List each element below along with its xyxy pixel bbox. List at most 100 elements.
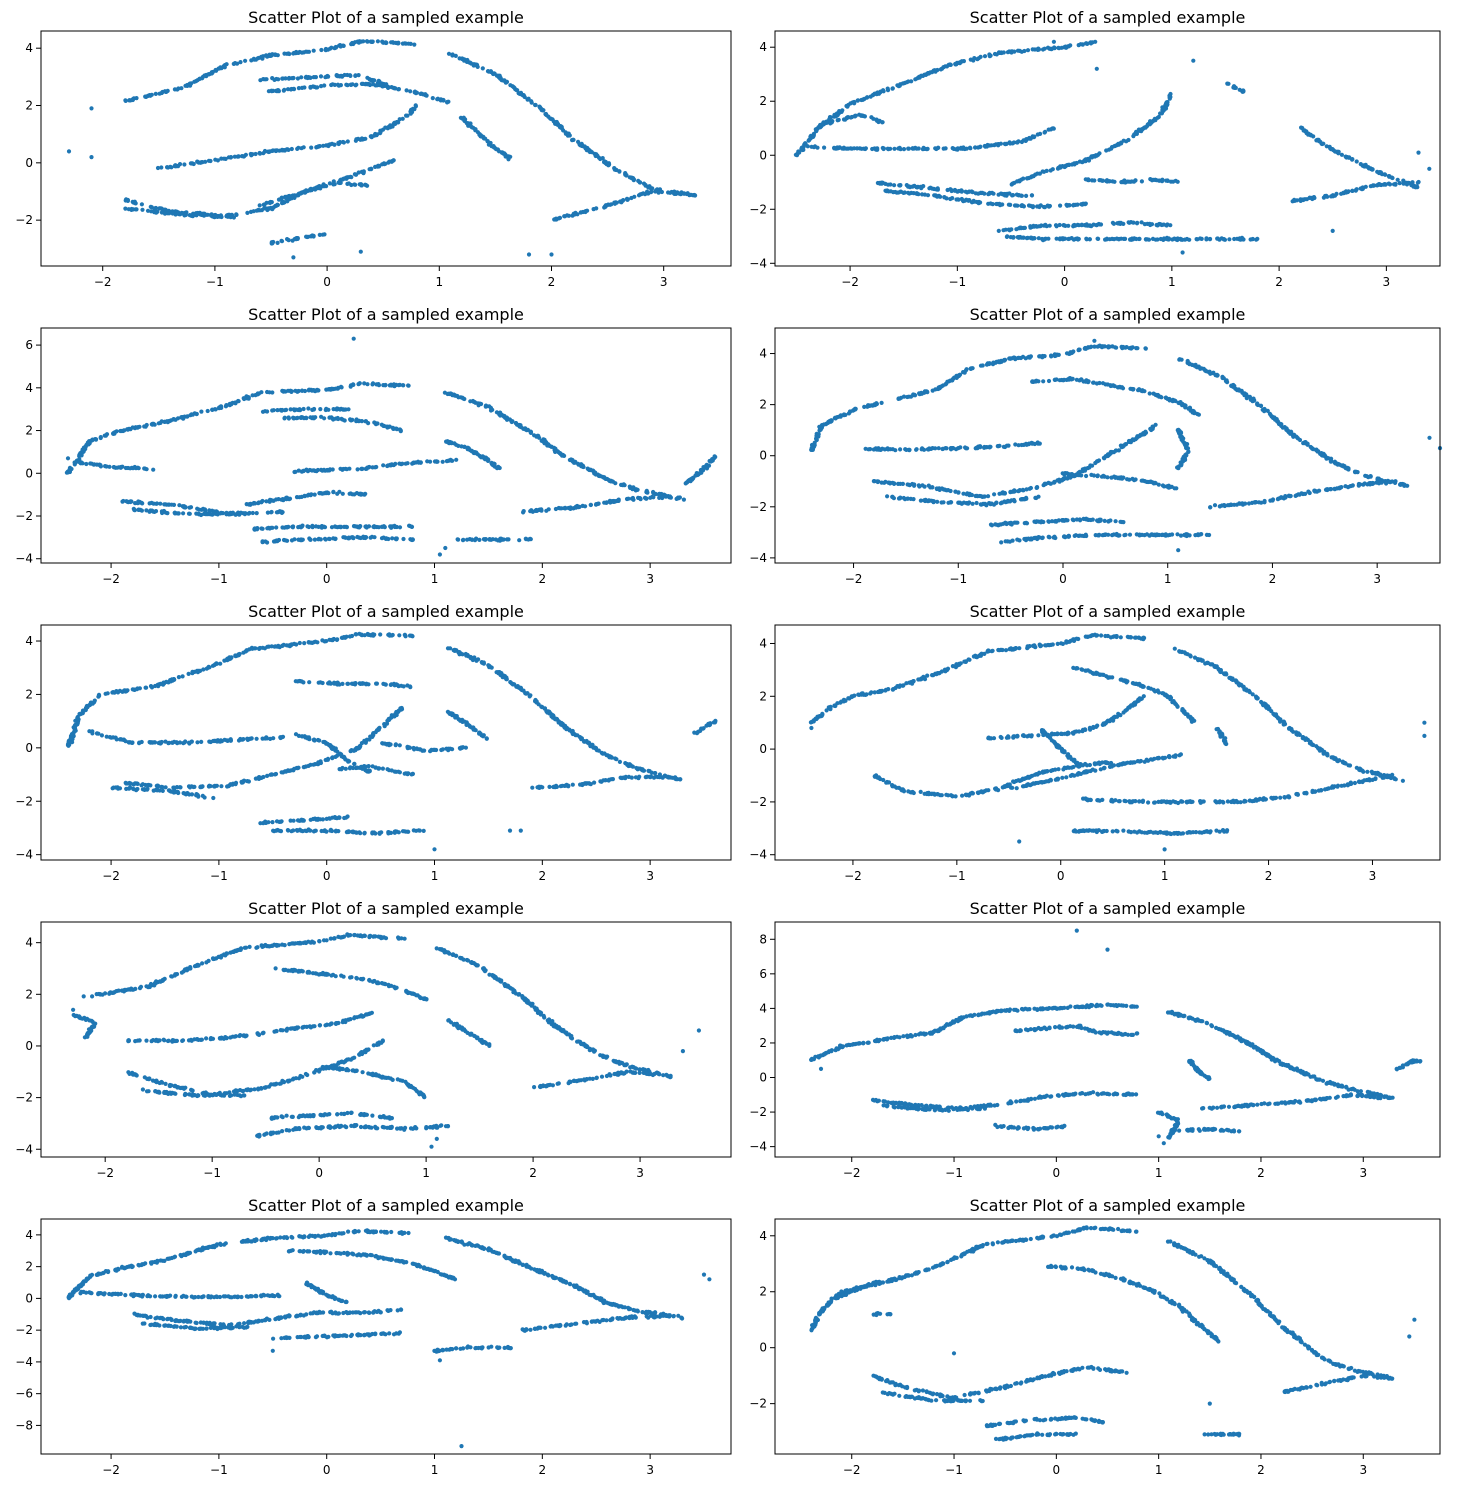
scatter-point [335, 415, 340, 421]
scatter-point [632, 194, 637, 199]
scatter-point [973, 191, 978, 196]
scatter-point [193, 79, 199, 84]
scatter-point [879, 181, 884, 186]
scatter-point [208, 158, 213, 164]
y-tick-label: 4 [25, 381, 33, 395]
scatter-point [562, 506, 567, 511]
scatter-point [465, 447, 470, 452]
scatter-point [941, 65, 946, 70]
scatter-point [461, 537, 466, 542]
scatter-point [973, 493, 978, 499]
scatter-point [306, 406, 311, 411]
scatter-point [920, 147, 925, 152]
scatter-point [526, 537, 531, 542]
scatter-point [400, 461, 405, 466]
scatter-point [165, 511, 170, 516]
scatter-point [308, 188, 313, 193]
scatter-point [437, 552, 442, 557]
scatter-point [816, 434, 821, 439]
scatter-point [950, 196, 955, 201]
scatter-point [835, 118, 840, 123]
scatter-point [269, 510, 274, 515]
scatter-point [234, 212, 239, 217]
scatter-point [1125, 477, 1130, 482]
scatter-point [901, 147, 907, 152]
scatter-point [1101, 344, 1106, 349]
scatter-point [498, 413, 503, 418]
scatter-point [365, 39, 370, 44]
scatter-point [251, 500, 257, 506]
scatter-point [1095, 473, 1100, 478]
scatter-point [366, 421, 371, 426]
scatter-point [978, 144, 983, 149]
scatter-point [318, 186, 323, 191]
scatter-point [356, 73, 361, 78]
scatter-point [1062, 534, 1067, 539]
scatter-point [386, 536, 391, 542]
scatter-point [1008, 141, 1013, 146]
scatter-point [1270, 414, 1275, 419]
scatter-point [135, 465, 140, 470]
scatter-point [818, 427, 823, 432]
scatter-point [1017, 488, 1022, 493]
scatter-point [942, 195, 947, 200]
scatter-point [974, 500, 979, 506]
scatter-point [326, 142, 331, 147]
scatter-point [346, 181, 351, 186]
scatter-point [1036, 224, 1041, 229]
scatter-point [1262, 500, 1267, 505]
scatter-point [864, 95, 869, 100]
scatter-point [860, 113, 865, 118]
scatter-point [1232, 84, 1237, 89]
scatter-point [315, 388, 320, 393]
scatter-point [828, 121, 833, 126]
scatter-point [156, 421, 161, 426]
scatter-point [980, 363, 985, 368]
scatter-point [1185, 358, 1190, 364]
scatter-point [1027, 135, 1032, 141]
scatter-point [1180, 250, 1185, 255]
scatter-point [81, 447, 86, 452]
scatter-point [1131, 237, 1136, 242]
scatter-point [416, 459, 421, 464]
scatter-point [322, 184, 327, 189]
scatter-point [509, 419, 514, 425]
scatter-point [991, 191, 996, 196]
scatter-point [410, 537, 415, 542]
scatter-point [1354, 187, 1359, 192]
scatter-point [478, 134, 484, 139]
scatter-point [196, 507, 201, 512]
scatter-point [990, 202, 995, 207]
scatter-point [460, 56, 465, 61]
scatter-point [1106, 519, 1111, 524]
scatter-point [284, 196, 289, 201]
scatter-point [521, 510, 526, 515]
scatter-point [967, 145, 973, 150]
scatter-point [1160, 177, 1165, 182]
scatter-point [1089, 224, 1094, 229]
scatter-point [363, 182, 368, 187]
scatter-point [492, 71, 497, 76]
scatter-point [683, 481, 688, 486]
scatter-point [1056, 352, 1061, 357]
scatter-point [1193, 362, 1198, 367]
scatter-point [300, 523, 305, 528]
scatter-point [195, 159, 200, 164]
scatter-point [1042, 46, 1047, 51]
scatter-point [408, 111, 413, 116]
scatter-point [922, 389, 927, 394]
scatter-point [411, 460, 417, 465]
scatter-point [148, 93, 153, 98]
scatter-point [159, 210, 164, 215]
scatter-point [635, 487, 640, 492]
scatter-point [372, 420, 377, 425]
scatter-point [835, 112, 840, 118]
scatter-point [473, 127, 478, 132]
scatter-point [259, 54, 264, 59]
scatter-point [947, 379, 952, 384]
scatter-point [175, 87, 180, 92]
scatter-point [1416, 179, 1421, 185]
scatter-point [881, 88, 886, 93]
scatter-point [914, 191, 919, 196]
scatter-point [367, 77, 372, 82]
